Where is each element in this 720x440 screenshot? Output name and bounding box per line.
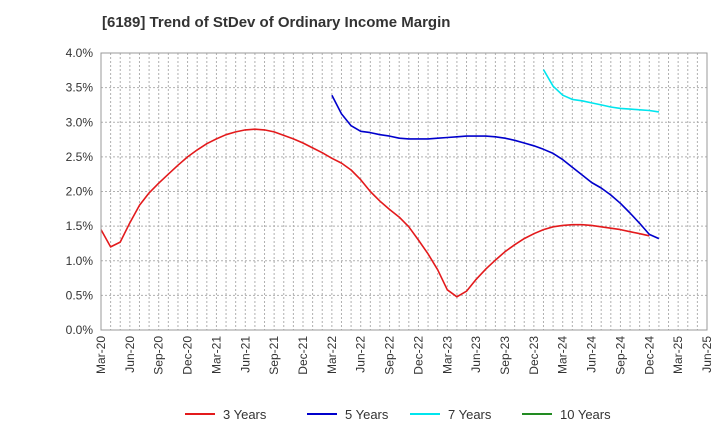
y-tick-label: 0.5% (66, 288, 94, 302)
x-tick-label: Dec-22 (411, 336, 425, 375)
x-tick-label: Jun-20 (123, 336, 137, 373)
x-tick-label: Jun-22 (354, 336, 368, 373)
x-tick-label: Sep-20 (152, 336, 166, 375)
x-tick-label: Mar-23 (440, 336, 454, 374)
legend-label-10-years: 10 Years (560, 407, 611, 422)
y-tick-label: 0.0% (66, 323, 94, 337)
x-tick-label: Dec-23 (527, 336, 541, 375)
legend-label-5-years: 5 Years (345, 407, 389, 422)
x-tick-label: Dec-20 (181, 336, 195, 375)
y-tick-label: 2.0% (66, 185, 94, 199)
y-tick-label: 1.5% (66, 219, 94, 233)
legend-label-7-years: 7 Years (448, 407, 492, 422)
x-tick-label: Mar-24 (556, 336, 570, 374)
y-tick-label: 2.5% (66, 150, 94, 164)
series-line-3-years (100, 128, 650, 298)
x-tick-label: Sep-21 (267, 336, 281, 375)
y-tick-label: 3.5% (66, 81, 94, 95)
x-tick-label: Dec-21 (296, 336, 310, 375)
plot-area-border (100, 52, 708, 331)
y-tick-label: 4.0% (66, 46, 94, 60)
x-tick-label: Sep-24 (613, 336, 627, 375)
x-tick-label: Jun-25 (700, 336, 714, 373)
chart-title: [6189] Trend of StDev of Ordinary Income… (102, 14, 451, 31)
x-tick-label: Sep-23 (498, 336, 512, 375)
x-tick-label: Jun-21 (238, 336, 252, 373)
y-tick-label: 1.0% (66, 254, 94, 268)
x-tick-label: Mar-21 (209, 336, 223, 374)
x-tick-label: Jun-23 (469, 336, 483, 373)
y-axis-tick-labels: 0.0% 0.5% 1.0% 1.5% 2.0% 2.5% 3.0% 3.5% 4.0% (66, 46, 94, 337)
x-axis-tick-labels: Mar-20 Jun-20 Sep-20 Dec-20 Mar-21 Jun-21 Sep-… (94, 336, 714, 375)
x-tick-label: Sep-22 (383, 336, 397, 375)
x-tick-label: Mar-25 (671, 336, 685, 374)
x-tick-label: Mar-20 (94, 336, 108, 374)
legend: 3 Years 5 Years 7 Years 10 Years (185, 407, 611, 422)
x-tick-label: Jun-24 (585, 336, 599, 373)
series-line-7-years (542, 69, 660, 113)
horizontal-gridlines (101, 52, 707, 331)
x-tick-label: Dec-24 (642, 336, 656, 375)
legend-label-3-years: 3 Years (223, 407, 267, 422)
series-lines (100, 69, 660, 298)
x-tick-label: Mar-22 (325, 336, 339, 374)
series-line-5-years (331, 94, 660, 240)
y-tick-label: 3.0% (66, 115, 94, 129)
